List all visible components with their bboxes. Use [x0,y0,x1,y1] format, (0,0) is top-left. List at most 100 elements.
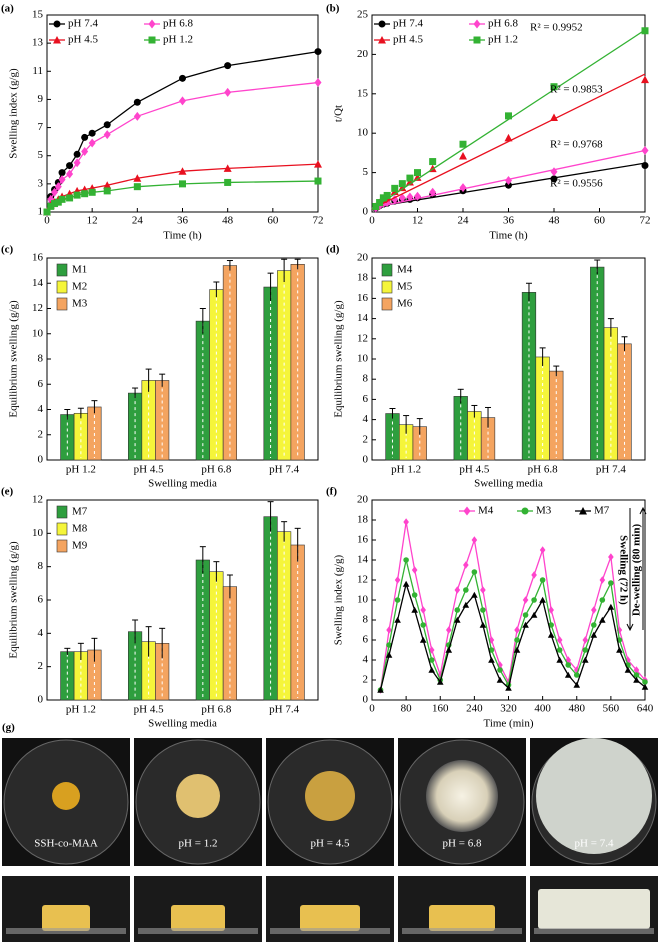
marker [394,597,401,603]
legend-label: M4 [397,264,413,276]
y-tick-label: 5 [38,149,44,161]
y-tick-label: 0 [38,694,44,706]
marker [54,198,62,206]
x-tick-label: pH 1.2 [391,464,421,476]
y-tick-label: 8 [363,373,369,385]
marker [616,646,623,653]
x-tick-label: pH 1.2 [66,464,96,476]
marker [607,603,615,610]
marker [505,112,512,120]
legend-label: M5 [397,281,413,293]
marker [58,195,66,203]
x-tick-label: 72 [313,215,324,227]
legend-marker [473,36,481,44]
legend-label: M4 [478,505,494,517]
marker [488,636,495,644]
marker [633,676,640,683]
x-tick-label: 48 [549,215,561,227]
marker [496,676,504,683]
x-tick-label: 36 [503,215,515,227]
marker [398,193,406,203]
marker [403,557,409,563]
dish-base [270,928,390,934]
x-axis-label: Time (min) [483,718,533,730]
x-tick-label: 24 [458,215,470,227]
legend-marker [148,36,156,44]
x-tick-label: 640 [637,703,654,715]
legend-swatch [381,263,393,277]
marker [133,174,142,182]
legend-label: M3 [536,505,552,517]
marker [66,162,74,170]
photo-label: SSH-co-MAA [34,838,98,850]
bar [290,544,305,701]
marker [436,678,444,685]
x-tick-label: 0 [44,215,50,227]
marker [411,606,418,613]
marker [497,661,503,669]
y-tick-label: 8 [38,353,44,365]
marker [531,571,537,579]
photo-label: pH = 1.2 [179,838,218,850]
x-tick-label: pH 7.4 [596,464,626,476]
y-tick-label: 12 [32,302,43,314]
marker [314,78,322,88]
hydrogel [176,774,220,818]
marker [133,183,141,191]
marker [504,133,513,142]
y-tick-label: 20 [357,48,369,60]
marker [454,616,461,623]
marker [539,546,546,554]
x-tick-label: 36 [177,215,189,227]
marker [564,671,572,678]
marker [224,62,232,70]
marker [471,591,478,598]
marker [414,191,421,201]
side-hydrogel [42,905,90,931]
y-tick-label: 16 [32,252,44,264]
y-tick-label: 16 [357,292,369,304]
marker [530,611,538,618]
marker [223,164,232,172]
dish-base [534,928,654,934]
y-axis-label: t/Qt [333,105,345,122]
marker [488,647,495,653]
marker [394,616,401,623]
y-tick-label: 4 [363,654,369,666]
marker [403,518,409,526]
marker [591,606,597,614]
y-tick-label: 2 [38,660,44,672]
legend-marker [378,20,386,28]
y-tick-label: 12 [357,574,368,586]
marker [179,74,186,82]
legend-label: pH 6.8 [488,18,518,30]
y-tick-label: 4 [38,403,44,415]
marker [398,183,407,192]
marker [81,190,89,198]
marker [376,199,384,207]
marker [386,642,392,648]
y-tick-label: 0 [363,454,369,466]
y-tick-label: 2 [363,674,369,686]
marker [413,173,422,181]
legend-label: pH 4.5 [68,34,98,46]
y-tick-label: 6 [363,393,369,405]
side-hydrogel [300,905,360,931]
x-tick-label: pH 6.8 [201,464,231,476]
marker [462,601,470,608]
marker [514,637,520,643]
marker [314,48,322,56]
panel-label: (g) [2,722,15,734]
x-axis-label: Swelling media [148,718,217,730]
marker [479,621,487,628]
marker [550,175,558,183]
marker [428,666,436,673]
legend-label: M3 [72,298,88,310]
marker [103,121,111,129]
legend-swatch [56,539,68,553]
marker [642,679,648,685]
x-tick-label: pH 7.4 [269,704,299,716]
marker [581,656,589,663]
y-tick-label: 16 [357,534,369,546]
x-tick-label: 320 [500,703,517,715]
